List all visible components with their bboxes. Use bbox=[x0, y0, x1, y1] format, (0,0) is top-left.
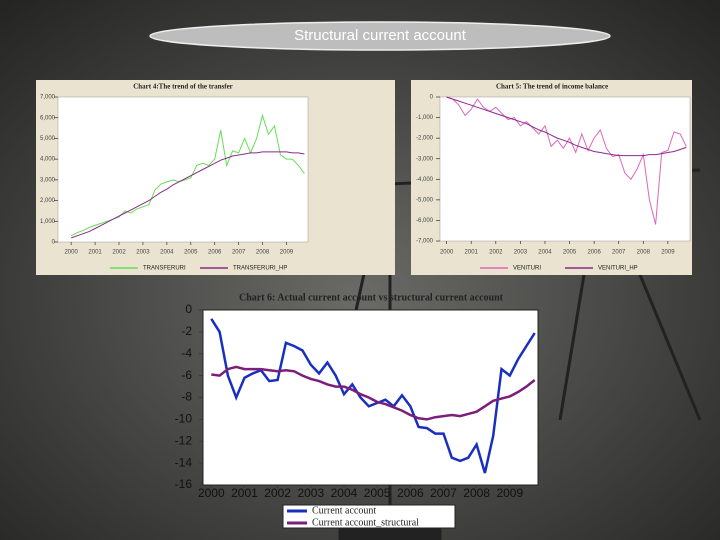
x-tick-label: 2007 bbox=[612, 250, 626, 256]
y-tick-label: -12 bbox=[175, 433, 193, 447]
chart-title: Chart 4:The trend of the transfer bbox=[133, 83, 233, 91]
y-tick-label: -8 bbox=[181, 390, 192, 404]
y-tick-label: 4,000 bbox=[40, 157, 56, 163]
x-tick-label: 2006 bbox=[587, 250, 601, 256]
y-tick-label: -4,000 bbox=[416, 177, 434, 183]
y-tick-label: 7,000 bbox=[40, 95, 56, 101]
y-tick-label: -4 bbox=[181, 346, 192, 360]
y-tick-label: -2 bbox=[181, 324, 192, 338]
x-tick-label: 2000 bbox=[198, 486, 225, 500]
y-tick-label: 1,000 bbox=[40, 219, 56, 225]
y-tick-label: -10 bbox=[175, 412, 193, 426]
y-tick-label: -14 bbox=[175, 455, 193, 469]
x-tick-label: 2001 bbox=[231, 486, 258, 500]
x-tick-label: 2004 bbox=[331, 486, 358, 500]
x-tick-label: 2003 bbox=[514, 250, 528, 256]
series-line bbox=[71, 151, 305, 239]
y-tick-label: -6,000 bbox=[416, 218, 434, 224]
x-tick-label: 2002 bbox=[112, 250, 126, 256]
y-tick-label: -5,000 bbox=[416, 197, 434, 203]
legend-label: VENITURI_HP bbox=[598, 266, 638, 272]
y-tick-label: -6 bbox=[181, 368, 192, 382]
y-tick-label: 2,000 bbox=[40, 198, 56, 204]
y-tick-label: 3,000 bbox=[40, 177, 56, 183]
y-tick-label: -16 bbox=[175, 477, 193, 491]
y-tick-label: -2,000 bbox=[416, 136, 434, 142]
y-tick-label: 0 bbox=[185, 302, 192, 316]
legend-label: TRANSFERURI_HP bbox=[233, 266, 287, 272]
series-line bbox=[210, 318, 536, 474]
x-tick-label: 2004 bbox=[160, 250, 174, 256]
x-tick-label: 2004 bbox=[538, 250, 552, 256]
legend-label: Current account_structural bbox=[312, 517, 419, 528]
x-tick-label: 2003 bbox=[297, 486, 324, 500]
legend-label: Current account bbox=[312, 505, 376, 516]
x-tick-label: 2008 bbox=[256, 250, 270, 256]
y-tick-label: -1,000 bbox=[416, 115, 434, 121]
x-tick-label: 2007 bbox=[232, 250, 246, 256]
title-banner bbox=[149, 21, 611, 51]
y-tick-label: 6,000 bbox=[40, 115, 56, 121]
chart-title: Chart 5: The trend of income balance bbox=[496, 83, 608, 91]
plot-area bbox=[439, 96, 691, 242]
legend-label: VENITURI bbox=[513, 266, 541, 272]
y-tick-label: 0 bbox=[430, 95, 434, 101]
x-tick-label: 2007 bbox=[430, 486, 457, 500]
chart-title: Chart 6: Actual current account vs struc… bbox=[239, 292, 504, 303]
x-tick-label: 2006 bbox=[397, 486, 424, 500]
x-tick-label: 2005 bbox=[364, 486, 391, 500]
x-tick-label: 2003 bbox=[136, 250, 150, 256]
x-tick-label: 2009 bbox=[496, 486, 523, 500]
x-tick-label: 2005 bbox=[563, 250, 577, 256]
series-line bbox=[446, 96, 687, 157]
legend-label: TRANSFERURI bbox=[143, 266, 186, 272]
series-line bbox=[211, 365, 536, 421]
slide-title: Structural current account bbox=[294, 27, 467, 44]
series-line bbox=[446, 96, 687, 225]
x-tick-label: 2002 bbox=[264, 486, 291, 500]
x-tick-label: 2000 bbox=[440, 250, 454, 256]
y-tick-label: 5,000 bbox=[40, 136, 56, 142]
x-tick-label: 2009 bbox=[280, 250, 294, 256]
x-tick-label: 2009 bbox=[661, 250, 675, 256]
x-tick-label: 2005 bbox=[184, 250, 198, 256]
y-tick-label: -3,000 bbox=[416, 156, 434, 162]
x-tick-label: 2001 bbox=[465, 250, 479, 256]
plot-area bbox=[57, 96, 309, 243]
x-tick-label: 2001 bbox=[88, 250, 102, 256]
y-tick-label: 0 bbox=[52, 240, 56, 246]
y-tick-label: -7,000 bbox=[416, 239, 434, 245]
legend-box bbox=[282, 504, 456, 529]
x-tick-label: 2008 bbox=[463, 486, 490, 500]
x-tick-label: 2008 bbox=[637, 250, 651, 256]
x-tick-label: 2006 bbox=[208, 250, 222, 256]
x-tick-label: 2000 bbox=[64, 250, 78, 256]
x-tick-label: 2002 bbox=[489, 250, 503, 256]
